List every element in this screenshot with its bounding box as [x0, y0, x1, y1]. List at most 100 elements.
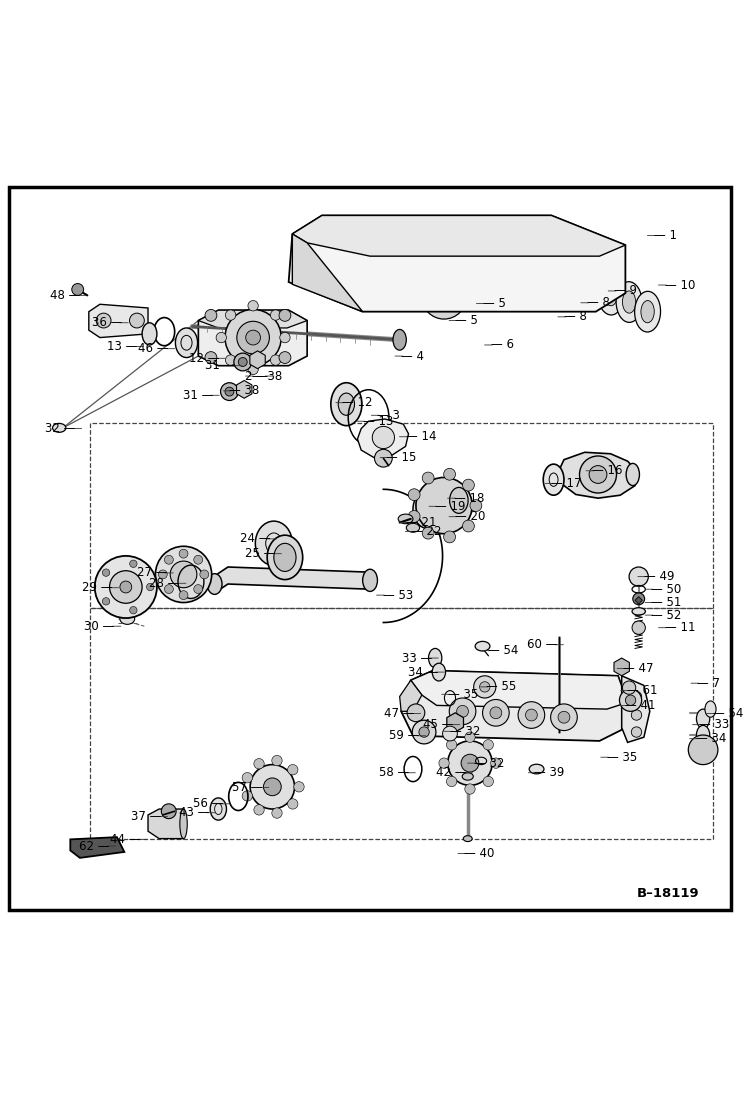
Circle shape — [449, 698, 476, 725]
Circle shape — [558, 711, 570, 723]
Ellipse shape — [406, 523, 419, 532]
Circle shape — [551, 704, 577, 731]
Circle shape — [72, 283, 84, 295]
Text: — 11: — 11 — [664, 621, 695, 634]
Text: — 10: — 10 — [664, 279, 695, 292]
Circle shape — [147, 584, 154, 590]
Polygon shape — [614, 658, 629, 676]
Text: 47 —: 47 — — [384, 708, 414, 720]
Circle shape — [511, 230, 526, 245]
Text: 60 —: 60 — — [527, 638, 557, 652]
Text: 59 —: 59 — — [389, 730, 419, 743]
Text: — 19: — 19 — [435, 500, 466, 512]
Circle shape — [463, 479, 474, 491]
Ellipse shape — [267, 535, 303, 579]
Polygon shape — [148, 808, 184, 838]
Circle shape — [194, 555, 203, 564]
Polygon shape — [292, 234, 363, 312]
Text: — 50: — 50 — [652, 583, 682, 596]
Circle shape — [631, 727, 642, 737]
Text: — 52: — 52 — [652, 609, 682, 622]
Text: 27 —: 27 — — [137, 566, 167, 579]
Circle shape — [270, 355, 281, 365]
Text: 13 —: 13 — — [106, 340, 137, 353]
Circle shape — [194, 585, 203, 593]
Text: — 6: — 6 — [491, 339, 514, 351]
Circle shape — [483, 739, 494, 750]
Text: 2 —: 2 — — [245, 370, 268, 383]
Text: 56 —: 56 — — [193, 798, 223, 811]
Circle shape — [463, 520, 474, 532]
Text: 29 —: 29 — — [82, 581, 112, 595]
Text: — 33: — 33 — [699, 719, 729, 731]
Circle shape — [632, 621, 646, 634]
Circle shape — [408, 489, 420, 500]
Text: — 18: — 18 — [454, 491, 484, 505]
Ellipse shape — [604, 283, 617, 306]
Circle shape — [225, 387, 234, 396]
Polygon shape — [400, 680, 422, 711]
Circle shape — [470, 499, 482, 511]
Ellipse shape — [462, 772, 473, 780]
Text: — 55: — 55 — [486, 680, 517, 693]
Bar — [91, 608, 713, 838]
Text: 58 —: 58 — — [379, 766, 409, 779]
Circle shape — [272, 756, 282, 766]
Text: — 1: — 1 — [654, 229, 676, 242]
Circle shape — [165, 585, 173, 593]
Polygon shape — [292, 215, 625, 257]
Circle shape — [225, 309, 281, 365]
Text: — 7: — 7 — [697, 677, 721, 690]
Text: — 51: — 51 — [652, 596, 682, 609]
Text: — 3: — 3 — [377, 409, 400, 421]
Circle shape — [130, 607, 137, 614]
Circle shape — [279, 309, 291, 321]
Text: — 22: — 22 — [411, 525, 442, 538]
Circle shape — [443, 726, 458, 740]
Circle shape — [237, 321, 270, 354]
Circle shape — [580, 456, 616, 493]
Text: 44 —: 44 — — [110, 833, 141, 846]
Circle shape — [96, 313, 111, 328]
Circle shape — [446, 739, 457, 750]
Text: — 20: — 20 — [455, 510, 485, 523]
Circle shape — [120, 581, 132, 592]
Circle shape — [407, 704, 425, 722]
Ellipse shape — [705, 701, 716, 717]
Circle shape — [205, 352, 217, 363]
Text: 34 —: 34 — — [407, 666, 438, 679]
Ellipse shape — [142, 323, 157, 344]
Text: — 35: — 35 — [607, 750, 637, 764]
Circle shape — [422, 472, 434, 484]
Circle shape — [589, 465, 607, 484]
Polygon shape — [357, 419, 408, 457]
Ellipse shape — [428, 648, 442, 668]
Text: 36 —: 36 — — [91, 316, 122, 329]
Ellipse shape — [255, 521, 292, 566]
Ellipse shape — [622, 291, 636, 313]
Circle shape — [412, 721, 436, 744]
Ellipse shape — [598, 274, 624, 315]
Text: 33 —: 33 — — [402, 652, 432, 665]
Text: 32 —: 32 — — [45, 422, 76, 436]
Circle shape — [491, 758, 501, 768]
Circle shape — [482, 700, 509, 726]
Text: — 34: — 34 — [696, 732, 726, 745]
Ellipse shape — [449, 487, 468, 513]
Polygon shape — [70, 837, 124, 858]
Polygon shape — [559, 452, 638, 498]
Ellipse shape — [339, 393, 354, 416]
Ellipse shape — [616, 282, 642, 323]
Circle shape — [225, 355, 236, 365]
Circle shape — [225, 309, 236, 320]
Circle shape — [434, 286, 455, 307]
Polygon shape — [635, 597, 643, 604]
Circle shape — [238, 358, 247, 366]
Circle shape — [631, 691, 642, 702]
Circle shape — [457, 705, 468, 717]
Circle shape — [377, 230, 392, 245]
Circle shape — [156, 546, 212, 602]
Ellipse shape — [464, 836, 472, 841]
Ellipse shape — [398, 514, 413, 523]
Circle shape — [220, 383, 238, 400]
